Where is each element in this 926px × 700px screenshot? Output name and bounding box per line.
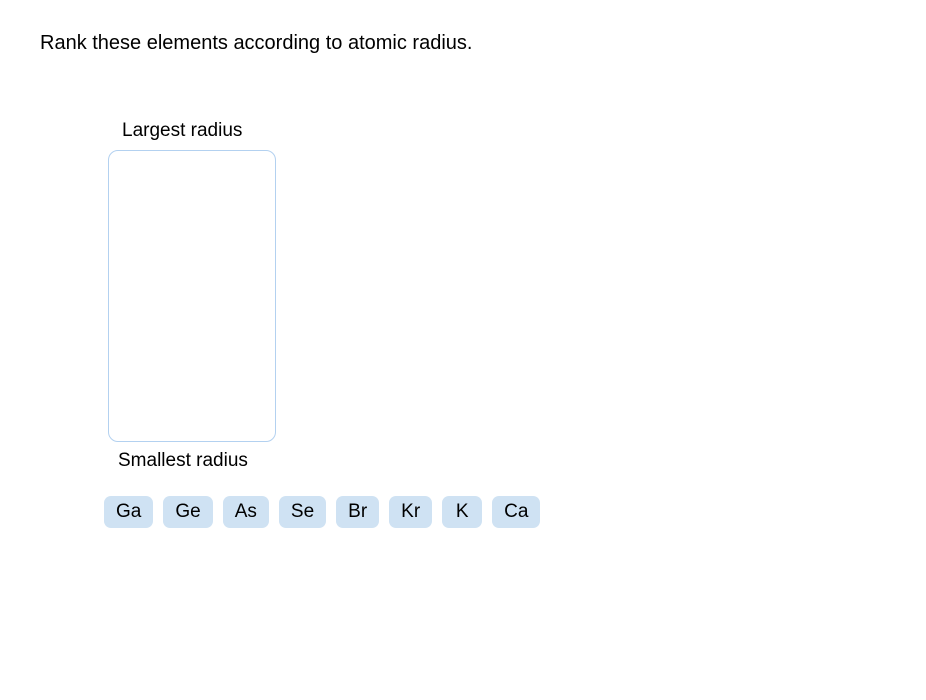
element-tile[interactable]: Se <box>279 496 326 528</box>
ranking-bottom-label: Smallest radius <box>118 450 248 472</box>
ranking-top-label: Largest radius <box>122 120 242 142</box>
element-tile[interactable]: Ge <box>163 496 212 528</box>
element-tile[interactable]: K <box>442 496 482 528</box>
element-tile[interactable]: Kr <box>389 496 432 528</box>
element-tile[interactable]: Ca <box>492 496 540 528</box>
element-tile[interactable]: As <box>223 496 269 528</box>
element-tile[interactable]: Br <box>336 496 379 528</box>
element-tiles-row: Ga Ge As Se Br Kr K Ca <box>104 496 540 528</box>
ranking-drop-zone[interactable] <box>108 150 276 442</box>
question-text: Rank these elements according to atomic … <box>40 32 472 55</box>
element-tile[interactable]: Ga <box>104 496 153 528</box>
